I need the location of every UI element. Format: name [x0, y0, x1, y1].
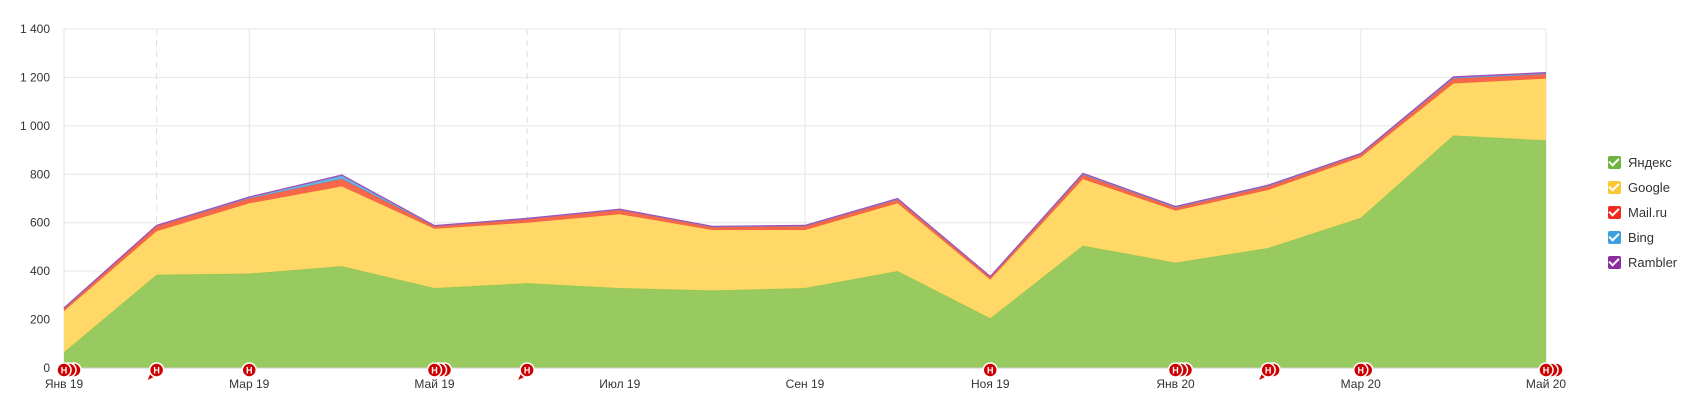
annotation-marker	[1538, 362, 1554, 378]
series-area-2	[64, 74, 1546, 312]
legend-checkbox-icon[interactable]	[1608, 181, 1621, 194]
annotation-marker-pointer	[147, 373, 156, 380]
y-tick-label: 200	[30, 313, 50, 327]
annotation-marker-pointer	[518, 373, 527, 380]
legend-item[interactable]: Rambler	[1608, 250, 1677, 275]
y-tick-label: 1 200	[20, 70, 50, 84]
x-tick-label: Май 20	[1526, 377, 1567, 391]
legend-item[interactable]: Mail.ru	[1608, 200, 1677, 225]
legend-label: Mail.ru	[1628, 205, 1668, 220]
legend-label: Google	[1628, 180, 1670, 195]
annotation-marker-label: Н	[153, 366, 160, 376]
annotation-marker	[1260, 362, 1276, 378]
annotation-marker-label: Н	[987, 366, 994, 376]
annotation-marker-label: Н	[1543, 366, 1550, 376]
annotation-marker-label: Н	[431, 366, 438, 376]
y-tick-label: 1 000	[20, 119, 50, 133]
x-tick-label: Сен 19	[786, 377, 825, 391]
legend-item[interactable]: Google	[1608, 175, 1677, 200]
annotation-marker	[56, 362, 72, 378]
annotation-marker-label: Н	[1172, 366, 1179, 376]
annotation-marker	[982, 362, 998, 378]
annotation-marker-label: Н	[246, 366, 253, 376]
legend-checkbox-icon[interactable]	[1608, 206, 1621, 219]
x-tick-label: Май 19	[414, 377, 455, 391]
legend-label: Rambler	[1628, 255, 1678, 270]
legend-checkbox-icon[interactable]	[1608, 231, 1621, 244]
series-line-4	[63, 72, 1547, 309]
annotation-marker	[241, 362, 257, 378]
annotation-marker-label: Н	[61, 366, 68, 376]
legend-item[interactable]: Bing	[1608, 225, 1677, 250]
series-area-1	[64, 78, 1546, 353]
axes: 0 200 400 600 800 1 000 1 200 1 400 Янв 19 Мар 19…	[20, 22, 1566, 391]
annotation-marker	[519, 362, 535, 378]
annotation-marker-label: Н	[1358, 366, 1365, 376]
x-tick-label: Мар 20	[1341, 377, 1381, 391]
annotation-marker-label: Н	[1265, 366, 1272, 376]
annotation-marker	[426, 362, 443, 378]
legend-label: Яндекс	[1628, 155, 1672, 170]
legend: Яндекс Google Mail.ru Bing Rambler	[1608, 150, 1677, 275]
legend-checkbox-icon[interactable]	[1608, 256, 1621, 269]
x-tick-label: Янв 20	[1156, 377, 1195, 391]
series-areas	[63, 72, 1547, 368]
y-tick-label: 0	[43, 361, 50, 375]
x-tick-label: Июл 19	[599, 377, 640, 391]
annotation-marker	[1353, 362, 1369, 378]
annotation-marker-label: Н	[524, 366, 531, 376]
annotation-marker	[1167, 362, 1184, 378]
annotation-marker-pointer	[1259, 373, 1268, 380]
legend-label: Bing	[1628, 230, 1655, 245]
x-tick-label: Ноя 19	[971, 377, 1010, 391]
y-tick-label: 600	[30, 216, 50, 230]
y-tick-label: 1 400	[20, 22, 50, 36]
x-tick-label: Мар 19	[229, 377, 269, 391]
legend-item[interactable]: Яндекс	[1608, 150, 1677, 175]
x-tick-label: Янв 19	[45, 377, 84, 391]
y-tick-label: 400	[30, 264, 50, 278]
y-tick-label: 800	[30, 167, 50, 181]
annotation-marker	[148, 362, 165, 378]
legend-checkbox-icon[interactable]	[1608, 156, 1621, 169]
series-area-0	[64, 135, 1546, 368]
